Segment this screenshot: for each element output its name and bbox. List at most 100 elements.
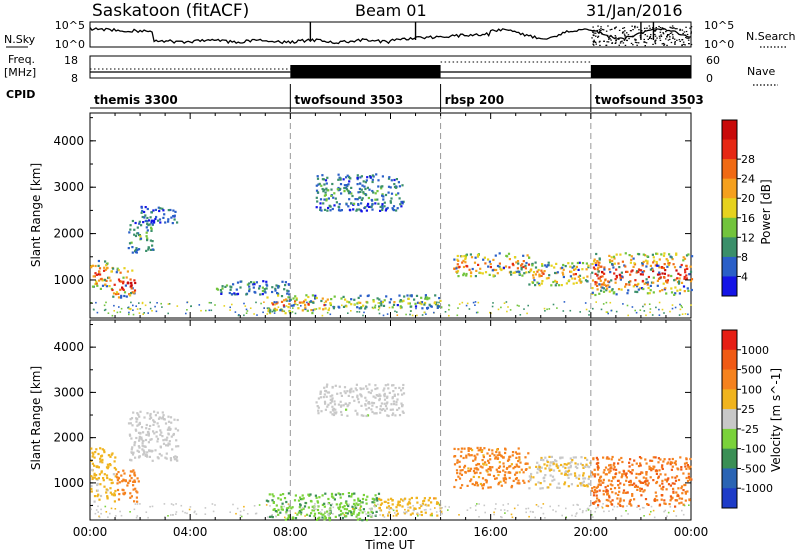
nsearch-dot <box>643 41 646 43</box>
data-cell <box>684 465 687 468</box>
data-cell <box>423 303 426 306</box>
nsearch-dot <box>624 44 627 46</box>
data-cell <box>239 510 242 513</box>
data-cell <box>376 387 379 390</box>
data-cell <box>664 502 667 505</box>
data-cell <box>593 258 596 261</box>
data-cell <box>612 468 615 471</box>
nsearch-dot <box>593 39 595 41</box>
data-cell <box>122 489 125 492</box>
data-cell <box>279 511 282 514</box>
data-cell <box>594 491 597 494</box>
data-cell <box>669 463 672 466</box>
data-cell <box>91 468 94 471</box>
data-cell <box>627 469 630 472</box>
data-cell <box>317 517 320 520</box>
data-cell <box>673 266 677 269</box>
data-cell <box>394 512 396 514</box>
data-cell <box>571 459 574 462</box>
data-cell <box>355 502 358 505</box>
data-cell <box>171 222 174 225</box>
x-tick-label: 00:00 <box>73 525 108 539</box>
data-cell <box>396 304 399 307</box>
data-cell <box>511 516 514 519</box>
nsearch-dot <box>673 27 675 29</box>
data-cell <box>340 192 343 195</box>
data-cell <box>594 281 597 284</box>
data-cell <box>342 178 345 181</box>
data-cell <box>460 255 463 258</box>
data-cell <box>167 218 170 221</box>
data-cell <box>596 497 599 500</box>
data-cell <box>359 294 362 297</box>
data-cell <box>462 272 465 275</box>
data-cell <box>594 511 596 513</box>
data-cell <box>577 504 579 506</box>
data-cell <box>686 464 689 467</box>
data-cell <box>604 486 607 489</box>
data-cell <box>643 282 646 285</box>
data-cell <box>380 302 383 305</box>
data-cell <box>98 515 100 518</box>
nsearch-dot <box>671 27 674 29</box>
data-cell <box>291 311 294 313</box>
data-cell <box>346 390 349 393</box>
data-cell <box>177 445 180 448</box>
data-cell <box>371 203 374 206</box>
data-cell <box>122 288 125 291</box>
data-cell <box>402 392 406 395</box>
cpid-segment-label: themis 3300 <box>94 93 178 107</box>
data-cell <box>324 402 327 405</box>
data-cell <box>516 482 519 485</box>
data-cell <box>378 393 381 396</box>
data-cell <box>637 288 640 291</box>
data-cell <box>677 494 680 497</box>
data-cell <box>528 283 531 286</box>
data-cell <box>132 488 135 491</box>
data-cell <box>542 503 545 505</box>
data-cell <box>369 391 372 395</box>
data-cell <box>228 291 231 295</box>
data-cell <box>500 484 503 487</box>
nsearch-dot <box>621 32 624 34</box>
data-cell <box>343 190 346 193</box>
data-cell <box>329 398 332 401</box>
data-cell <box>682 259 685 262</box>
data-cell <box>675 515 678 517</box>
data-cell <box>516 304 519 307</box>
data-cell <box>312 508 315 510</box>
data-cell <box>582 276 585 279</box>
nsearch-dot <box>643 27 646 29</box>
data-cell <box>347 183 350 186</box>
data-cell <box>611 503 614 506</box>
data-cell <box>147 224 150 227</box>
data-cell <box>649 264 652 267</box>
data-cell <box>208 309 211 312</box>
data-cell <box>383 387 386 390</box>
data-cell <box>333 295 336 298</box>
data-cell <box>373 306 377 309</box>
data-cell <box>641 506 644 509</box>
data-cell <box>371 501 374 504</box>
data-cell <box>170 503 173 505</box>
data-cell <box>287 296 290 299</box>
data-cell <box>383 299 386 302</box>
data-cell <box>464 254 467 258</box>
data-cell <box>233 292 236 295</box>
data-cell <box>591 489 594 492</box>
data-cell <box>301 494 304 497</box>
data-cell <box>636 506 638 508</box>
data-cell <box>475 509 477 511</box>
data-cell <box>334 384 337 387</box>
data-cell <box>595 456 598 459</box>
data-cell <box>671 461 674 464</box>
data-cell <box>453 267 456 270</box>
x-tick-label: 20:00 <box>574 525 609 539</box>
data-cell <box>356 174 359 177</box>
data-cell <box>293 304 295 306</box>
data-cell <box>458 465 461 468</box>
data-cell <box>680 466 683 469</box>
data-cell <box>319 396 322 399</box>
data-cell <box>275 515 277 518</box>
nsearch-dot <box>623 33 626 35</box>
